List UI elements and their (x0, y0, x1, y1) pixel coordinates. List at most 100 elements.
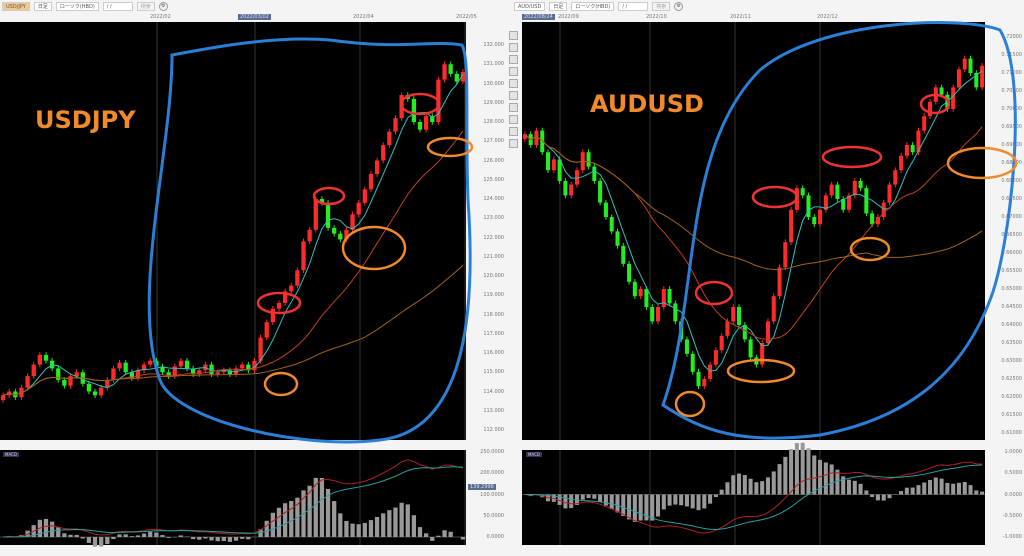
date-label-cursor: 2022/03/02 (238, 14, 271, 20)
candle-body (148, 360, 153, 365)
signal-line (3, 466, 463, 538)
tool-icon[interactable] (509, 79, 518, 88)
candle-body (713, 350, 718, 365)
candle-body (644, 289, 649, 307)
candle-body (276, 302, 282, 309)
search-button[interactable]: 検索 (136, 1, 155, 11)
macd-histogram-bar (166, 537, 171, 538)
macd-histogram-bar (178, 535, 184, 537)
macd-histogram-bar (858, 483, 863, 495)
macd-histogram-bar (190, 537, 196, 540)
candle-body (754, 357, 759, 365)
macd-histogram-bar (344, 520, 349, 537)
candle-body (129, 372, 134, 379)
candle-body (240, 364, 245, 369)
macd-histogram-bar (325, 488, 331, 537)
macd-line (524, 461, 983, 534)
date-input[interactable]: / / (102, 1, 133, 11)
candle-body (522, 134, 527, 139)
macd-histogram-bar (405, 504, 410, 537)
axis-tick-label: 130.000 (483, 80, 504, 87)
macd-histogram-bar (203, 537, 208, 539)
macd-histogram-bar (644, 494, 649, 521)
tool-icon[interactable] (509, 55, 518, 64)
tool-icon[interactable] (509, 91, 518, 100)
candle-body (154, 360, 159, 367)
candle-body (939, 87, 944, 95)
candle-body (783, 242, 788, 268)
macd-plot-area (522, 450, 985, 545)
macd-histogram-bar (962, 482, 967, 495)
tool-icon[interactable] (509, 67, 518, 76)
candle-body (534, 130, 539, 145)
candle-body (31, 364, 36, 377)
candle-body (835, 184, 840, 199)
macd-histogram-bar (411, 515, 417, 537)
candle-body (794, 188, 799, 210)
candle-body (777, 267, 782, 297)
axis-tick-label: 50.0000 (483, 512, 504, 519)
tool-icon[interactable] (509, 139, 518, 148)
candle-body (178, 360, 184, 367)
macd-histogram-bar (227, 537, 233, 542)
tool-icon[interactable] (509, 115, 518, 124)
candle-body (374, 160, 380, 174)
tool-icon[interactable] (509, 127, 518, 136)
period-select[interactable]: 日足 (549, 1, 568, 11)
symbol-select[interactable]: AUD/USD (514, 1, 546, 11)
drawing-toolbar (508, 28, 520, 151)
date-label: 2022/10 (646, 14, 667, 20)
macd-histogram-bar (794, 443, 799, 495)
date-label: 2022/11 (730, 14, 751, 20)
axis-tick-label: 129.000 (483, 99, 504, 106)
candle-body (609, 217, 614, 232)
axis-tick-label: 0.0000 (1004, 491, 1023, 498)
macd-histogram-bar (956, 482, 961, 495)
period-select[interactable]: 日足 (33, 1, 52, 11)
macd-histogram-bar (74, 534, 79, 537)
macd-histogram-bar (661, 494, 666, 510)
axis-tick-label: 112.000 (483, 427, 504, 433)
left-toolbar: USD/JPY 日足 ローソク(HBD) / / 検索 ⚙ (0, 0, 168, 12)
chart-type-select[interactable]: ローソク(HBD) (55, 1, 99, 11)
candle-body (362, 189, 367, 203)
tool-icon[interactable] (509, 43, 518, 52)
candle-body (141, 364, 147, 371)
tool-icon[interactable] (509, 31, 518, 40)
macd-histogram-bar (92, 537, 98, 547)
macd-histogram-bar (105, 537, 110, 545)
symbol-select[interactable]: USD/JPY (2, 1, 30, 11)
candle-body (933, 87, 938, 102)
candle-body (627, 263, 632, 282)
macd-histogram-bar (951, 483, 956, 495)
macd-histogram-bar (86, 537, 92, 543)
candle-body (301, 241, 306, 271)
macd-histogram-bar (974, 490, 979, 495)
left-price-axis: 132.000 131.000 130.000 129.000 128.000 127.0… (468, 0, 506, 440)
axis-tick-label: 117.000 (483, 330, 504, 337)
tool-icon[interactable] (509, 103, 518, 112)
date-label: 2022/09 (558, 14, 579, 20)
date-input[interactable]: / / (618, 1, 649, 11)
axis-tick-label: 124.000 (483, 196, 504, 202)
candle-body (632, 281, 637, 297)
candle-body (887, 184, 892, 203)
macd-histogram-bar (754, 482, 759, 495)
settings-icon[interactable]: ⚙ (158, 1, 168, 11)
candle-body (117, 362, 122, 369)
axis-tick-label: 122.000 (483, 234, 504, 241)
search-button[interactable]: 検索 (652, 1, 671, 11)
axis-tick-label: 132.000 (483, 42, 504, 48)
candle-body (307, 229, 312, 242)
candle-body (417, 122, 423, 130)
candle-body (737, 307, 742, 325)
macd-histogram-bar (748, 478, 753, 495)
chart-type-select[interactable]: ローソク(HBD) (571, 1, 615, 11)
candle-body (800, 188, 805, 196)
macd-histogram-bar (240, 537, 245, 539)
candle-body (667, 289, 672, 304)
macd-histogram-bar (68, 534, 73, 537)
settings-icon[interactable]: ⚙ (674, 1, 684, 11)
macd-histogram-bar (56, 527, 61, 537)
macd-histogram-bar (719, 489, 724, 495)
